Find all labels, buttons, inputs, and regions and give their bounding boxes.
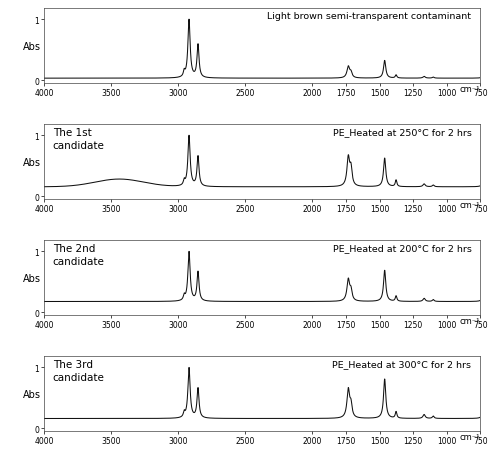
Text: cm⁻¹: cm⁻¹ — [460, 84, 480, 94]
Text: PE_Heated at 250°C for 2 hrs: PE_Heated at 250°C for 2 hrs — [333, 128, 471, 137]
Text: The 2nd
candidate: The 2nd candidate — [53, 244, 105, 266]
Y-axis label: Abs: Abs — [23, 273, 41, 283]
Text: The 3rd
candidate: The 3rd candidate — [53, 360, 105, 382]
Text: cm⁻¹: cm⁻¹ — [460, 432, 480, 441]
Text: cm⁻¹: cm⁻¹ — [460, 201, 480, 209]
Y-axis label: Abs: Abs — [23, 42, 41, 51]
Y-axis label: Abs: Abs — [23, 157, 41, 168]
Text: Light brown semi-transparent contaminant: Light brown semi-transparent contaminant — [268, 12, 471, 21]
Text: PE_Heated at 200°C for 2 hrs: PE_Heated at 200°C for 2 hrs — [333, 244, 471, 253]
Text: cm⁻¹: cm⁻¹ — [460, 316, 480, 325]
Text: The 1st
candidate: The 1st candidate — [53, 128, 105, 151]
Text: PE_Heated at 300°C for 2 hrs: PE_Heated at 300°C for 2 hrs — [333, 360, 471, 369]
Y-axis label: Abs: Abs — [23, 389, 41, 399]
